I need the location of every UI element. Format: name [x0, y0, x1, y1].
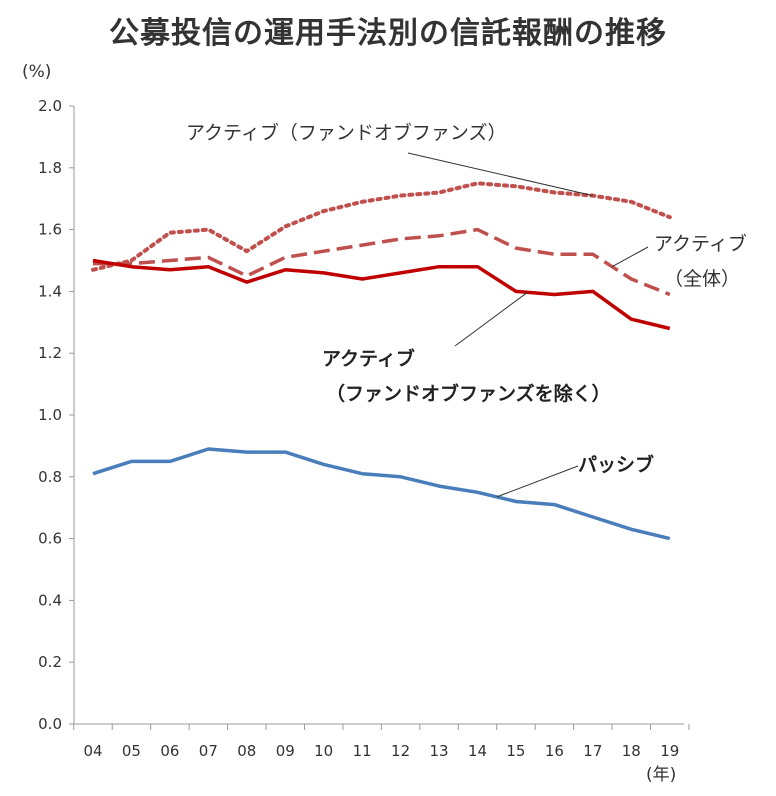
x-tick-label: 12	[391, 742, 410, 760]
leader-passive	[496, 465, 579, 498]
label-active-all-2: （全体）	[664, 268, 741, 290]
x-tick-label: 11	[353, 742, 372, 760]
label-active-exfof-2: （ファンドオブファンズを除く）	[326, 383, 611, 405]
y-tick-label: 1.2	[38, 344, 62, 362]
y-tick-label: 2.0	[38, 97, 62, 115]
x-tick-label: 07	[199, 742, 218, 760]
y-tick-label: 1.6	[38, 221, 62, 239]
series-lines	[91, 181, 672, 541]
axes: 0.0 0.2 0.4 0.6 0.8 1.0 1.2 1.4 1.6 1.8 2.0 04 05 06 0…	[38, 97, 690, 760]
series-passive	[92, 447, 671, 541]
label-active-all-1: アクティブ	[654, 233, 747, 255]
x-tick-label: 08	[237, 742, 256, 760]
label-active-fof: アクティブ（ファンドオブファンズ）	[186, 122, 507, 144]
x-tick-label: 13	[430, 742, 449, 760]
x-tick-label: 04	[83, 742, 102, 760]
annotation-leaders	[407, 152, 649, 498]
x-tick-label: 15	[506, 742, 525, 760]
y-tick-label: 0.4	[38, 591, 62, 609]
y-tick-label: 0.6	[38, 530, 62, 548]
y-tick-label: 1.8	[38, 159, 62, 177]
x-axis-unit: (年)	[646, 765, 677, 785]
series-active-all	[93, 227, 671, 297]
y-tick-label: 0.2	[38, 653, 62, 671]
x-tick-label: 06	[160, 742, 179, 760]
series-active-exfof	[92, 258, 671, 331]
leader-active-all	[611, 246, 649, 268]
x-tick-label: 09	[276, 742, 295, 760]
label-passive: パッシブ	[578, 454, 655, 476]
y-tick-label: 0.8	[38, 468, 62, 486]
x-tick-label: 18	[622, 742, 641, 760]
x-tick-label: 14	[468, 742, 487, 760]
y-axis-unit: (%)	[22, 62, 52, 82]
x-tick-label: 05	[122, 742, 141, 760]
leader-active-fof	[407, 152, 593, 197]
chart-title: 公募投信の運用手法別の信託報酬の推移	[109, 16, 667, 51]
series-active-fof	[91, 181, 672, 272]
x-tick-label: 19	[660, 742, 679, 760]
label-active-exfof-1: アクティブ	[322, 348, 415, 370]
y-tick-label: 0.0	[38, 715, 62, 733]
y-tick-label: 1.4	[38, 282, 62, 300]
y-tick-label: 1.0	[38, 406, 62, 424]
x-tick-label: 10	[314, 742, 333, 760]
leader-active-exfof	[454, 291, 528, 347]
x-tick-label: 16	[545, 742, 564, 760]
x-tick-label: 17	[583, 742, 602, 760]
